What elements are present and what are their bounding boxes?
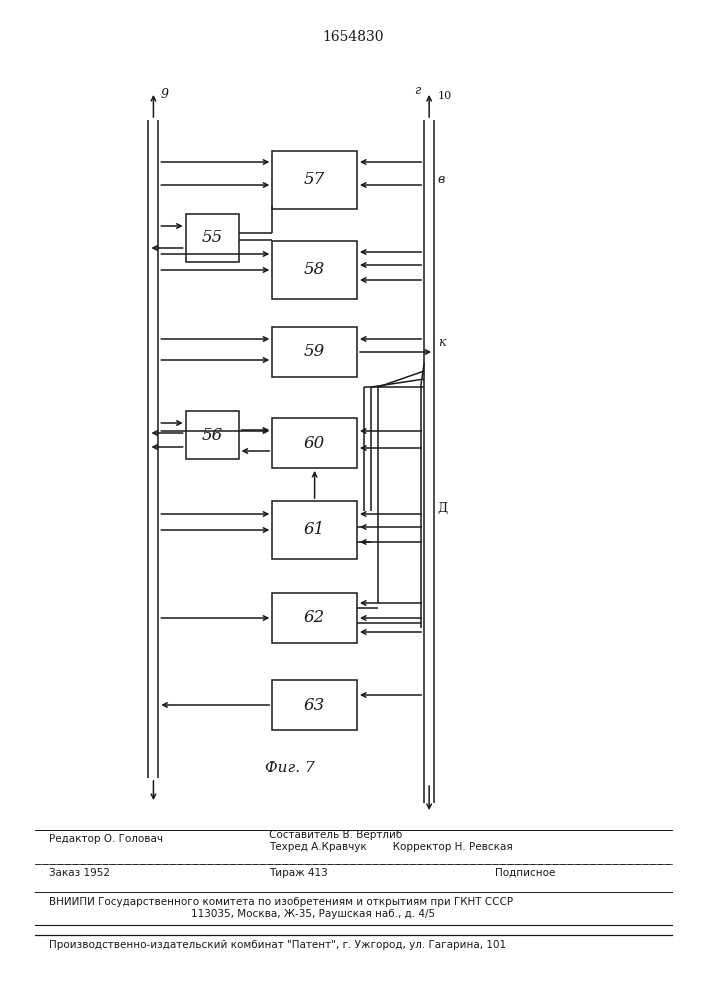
- Text: Подписное: Подписное: [495, 868, 555, 878]
- Bar: [272, 151, 357, 209]
- Text: к: к: [438, 336, 446, 349]
- Text: Заказ 1952: Заказ 1952: [49, 868, 110, 878]
- Text: 59: 59: [304, 344, 325, 360]
- Text: 62: 62: [304, 609, 325, 626]
- Bar: [272, 593, 357, 643]
- Text: Тираж 413: Тираж 413: [269, 868, 327, 878]
- Text: Производственно-издательский комбинат "Патент", г. Ужгород, ул. Гагарина, 101: Производственно-издательский комбинат "П…: [49, 940, 507, 950]
- Text: Составитель В. Вертлиб: Составитель В. Вертлиб: [269, 830, 402, 840]
- Text: 1654830: 1654830: [323, 30, 384, 44]
- Text: 55: 55: [201, 230, 223, 246]
- Bar: [272, 327, 357, 377]
- Text: ВНИИПИ Государственного комитета по изобретениям и открытиям при ГКНТ СССР: ВНИИПИ Государственного комитета по изоб…: [49, 897, 513, 907]
- Text: 56: 56: [201, 426, 223, 444]
- Text: 9: 9: [160, 88, 168, 101]
- Bar: [185, 411, 239, 459]
- Text: 58: 58: [304, 261, 325, 278]
- Text: 10: 10: [438, 91, 452, 101]
- Text: 57: 57: [304, 172, 325, 188]
- Text: 61: 61: [304, 522, 325, 538]
- Text: 63: 63: [304, 696, 325, 714]
- Bar: [272, 501, 357, 559]
- Text: в: в: [438, 173, 445, 186]
- Bar: [272, 680, 357, 730]
- Bar: [272, 241, 357, 299]
- Text: 60: 60: [304, 434, 325, 452]
- Bar: [185, 214, 239, 262]
- Text: Д: Д: [438, 502, 448, 515]
- Bar: [272, 418, 357, 468]
- Text: г: г: [414, 84, 420, 97]
- Text: Техред А.Кравчук        Корректор Н. Ревская: Техред А.Кравчук Корректор Н. Ревская: [269, 842, 513, 852]
- Text: Фиг. 7: Фиг. 7: [265, 761, 315, 775]
- Text: Редактор О. Головач: Редактор О. Головач: [49, 834, 163, 844]
- Text: 113035, Москва, Ж-35, Раушская наб., д. 4/5: 113035, Москва, Ж-35, Раушская наб., д. …: [191, 909, 435, 919]
